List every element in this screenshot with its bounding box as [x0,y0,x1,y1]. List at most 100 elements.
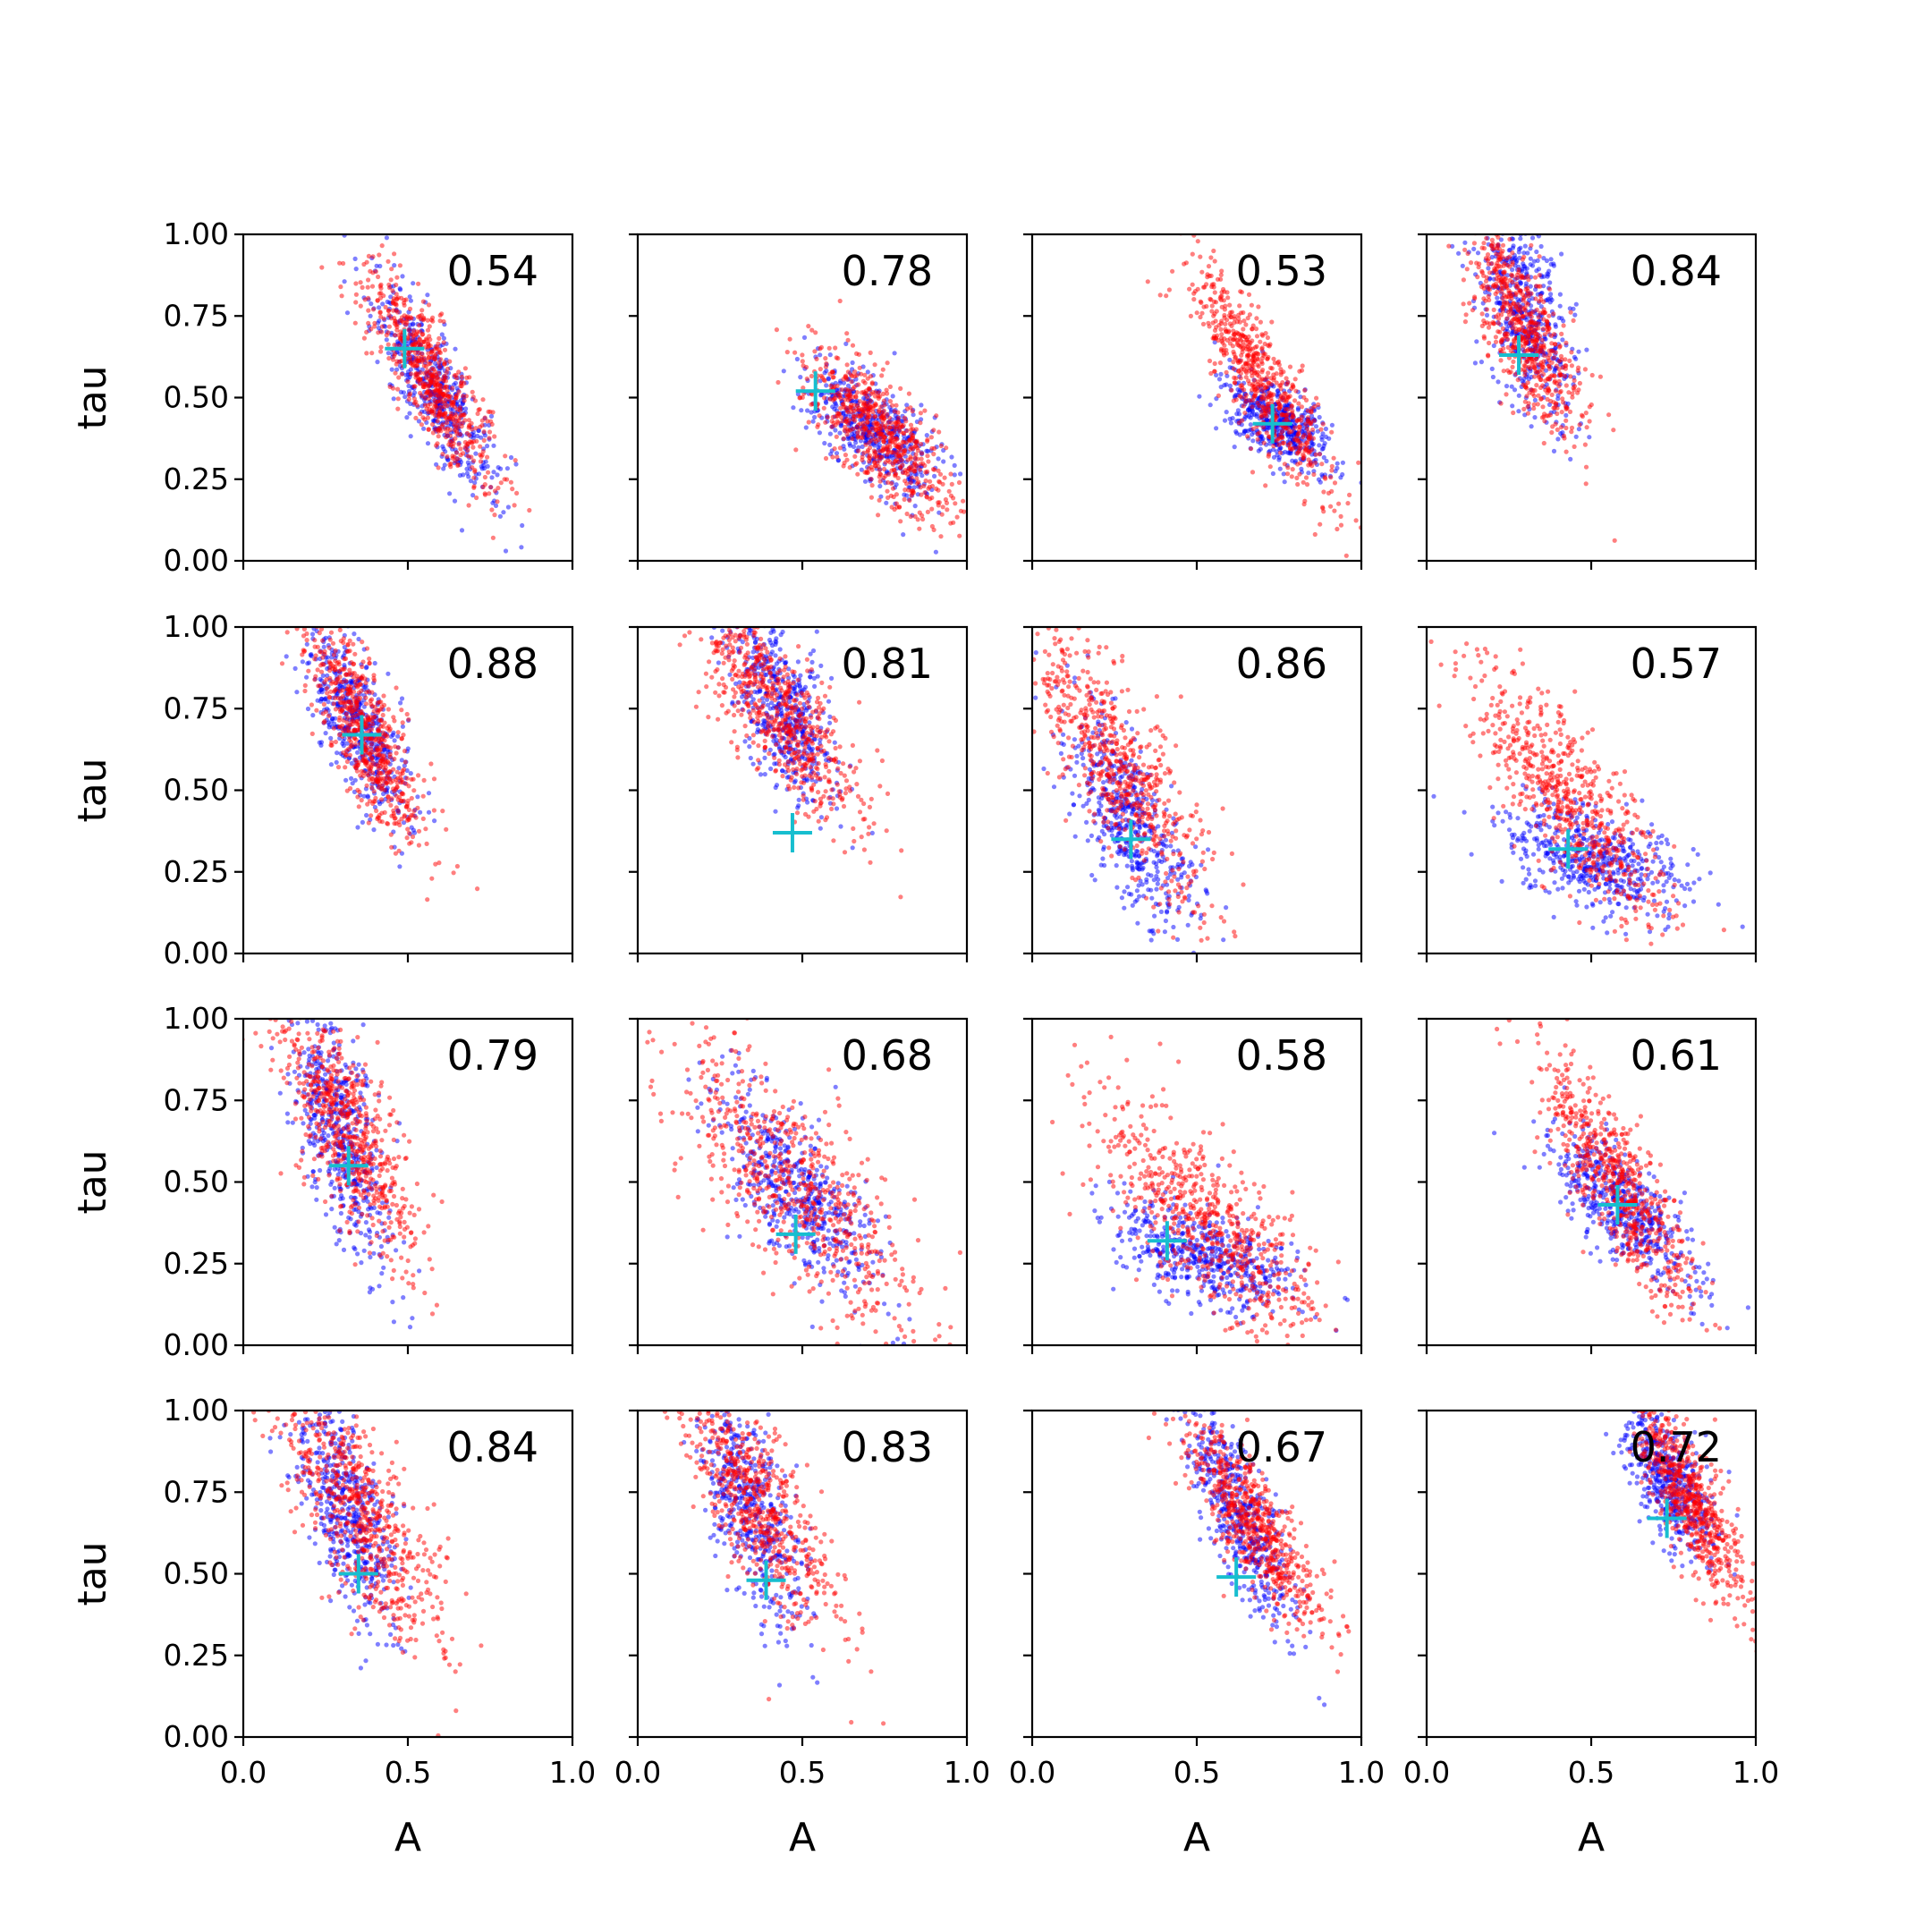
data-point [904,402,910,408]
data-point [441,335,446,341]
data-point [1532,275,1538,280]
data-point [478,459,484,464]
data-point [800,359,805,364]
data-point [1501,369,1506,374]
data-point [1271,444,1276,449]
data-point [437,408,443,413]
data-point [877,467,882,472]
data-point [386,308,391,313]
data-point [398,700,403,706]
data-point [1499,337,1504,343]
data-point [872,436,877,442]
data-point [418,809,423,815]
data-point [1526,347,1531,352]
data-point [1257,430,1262,436]
data-point [391,730,396,735]
data-point [839,387,844,393]
data-point [1247,381,1252,386]
data-point [1446,243,1452,249]
data-point [1500,285,1505,291]
data-point [921,483,927,489]
data-point [1319,462,1325,467]
data-point [952,472,957,478]
data-point [815,424,820,429]
data-point [317,740,322,745]
data-point [1211,313,1216,318]
data-point [442,360,447,365]
data-point [462,366,469,371]
data-point [1201,304,1207,309]
data-point [1456,227,1461,232]
data-point [865,376,870,381]
data-point [1538,293,1544,299]
data-point [1183,260,1189,266]
data-point [406,383,411,389]
data-point [1224,410,1229,415]
data-point [1199,310,1205,316]
data-point [1228,335,1233,342]
data-point [508,479,514,485]
data-point [1487,321,1493,326]
data-point [868,398,874,403]
data-point [936,456,941,462]
data-point [869,495,875,500]
data-point [909,488,914,494]
data-point [1521,313,1526,318]
data-point [1258,446,1263,452]
data-point [447,359,453,364]
y-tick-label: 0.50 [164,380,229,415]
data-point [425,441,431,446]
data-point [1245,339,1251,344]
data-point [908,438,913,444]
data-point [420,299,426,304]
data-point [1506,294,1512,300]
data-point [422,395,428,401]
data-point [880,367,886,372]
data-point [1489,237,1495,242]
data-point [1493,281,1498,287]
data-point [417,351,422,356]
data-point [493,503,499,509]
data-point [442,462,447,468]
data-point [1294,418,1300,423]
plus-marker [1252,403,1292,444]
data-point [1589,402,1594,408]
data-point [1340,460,1345,465]
data-point [361,793,367,799]
data-point [513,457,518,463]
data-point [393,318,398,324]
data-point [1486,261,1491,267]
data-point [305,706,311,712]
data-point [956,479,962,486]
data-point [375,360,380,365]
data-point [1208,370,1214,377]
data-point [352,631,357,637]
data-point [1538,343,1543,348]
data-point [904,511,910,517]
data-point [1531,402,1537,407]
data-point [426,791,432,796]
data-point [403,315,410,320]
data-point [1576,427,1581,432]
data-point [1540,350,1546,355]
data-point [1479,284,1485,290]
data-point [1293,437,1299,443]
data-point [1521,406,1527,411]
data-point [1328,475,1334,480]
data-point [1285,465,1291,470]
data-point [1295,405,1301,411]
data-point [1479,360,1484,365]
data-point [1472,360,1478,366]
data-point [426,342,431,347]
data-point [1498,401,1504,406]
data-point [1316,402,1321,407]
data-point [1561,433,1567,438]
data-point [809,402,814,407]
data-point [400,724,405,729]
data-point [877,454,883,460]
data-point [469,454,474,460]
data-point [1577,422,1582,428]
data-point [386,356,392,361]
data-point [1297,471,1302,477]
data-point [1227,357,1233,362]
